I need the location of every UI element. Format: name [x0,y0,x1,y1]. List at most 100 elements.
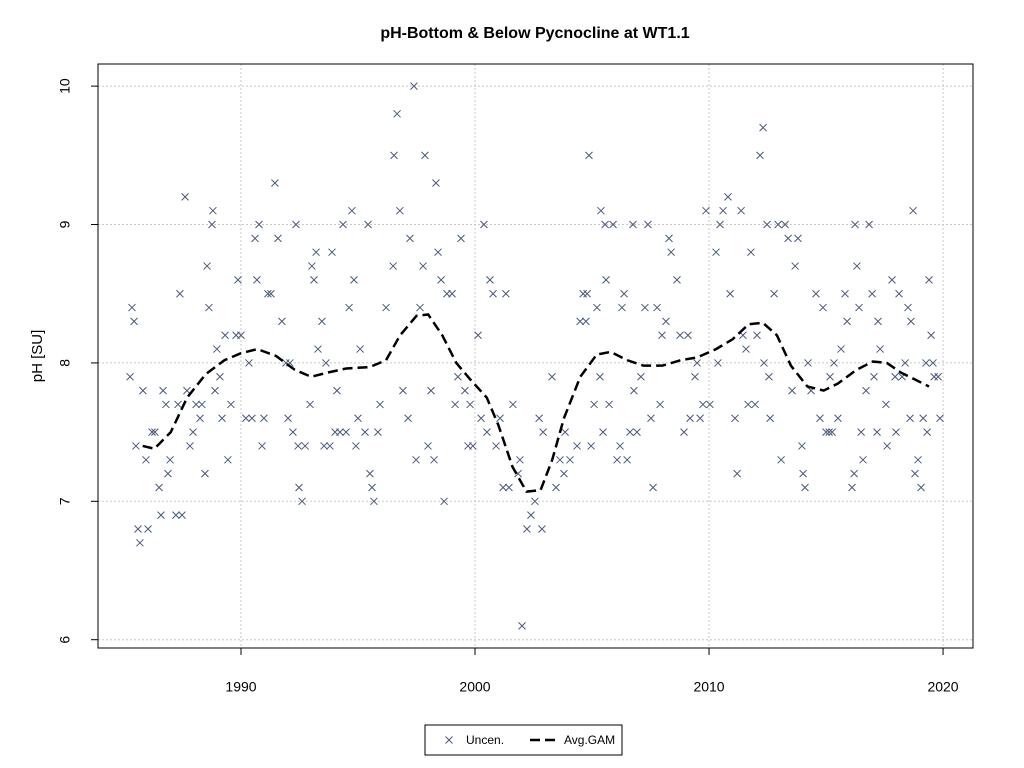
point [159,386,167,395]
point [765,372,773,381]
point [295,483,303,492]
point [766,414,774,423]
y-tick-label: 7 [57,497,73,505]
point [201,469,209,478]
point [747,248,755,257]
point [211,386,219,395]
point [828,428,836,436]
point [770,289,778,298]
point [593,303,601,312]
point [851,220,859,229]
point [306,400,314,409]
point [686,414,694,423]
point [895,289,903,298]
point [237,331,245,340]
point [693,359,701,367]
point [421,151,429,160]
point [731,414,739,423]
point [862,386,870,395]
point [130,317,138,326]
point [883,442,891,450]
point [857,428,865,436]
point [609,220,617,229]
point [399,386,407,395]
point [907,317,915,326]
point [370,497,378,506]
point [440,497,448,506]
point [322,359,330,367]
point [560,469,568,478]
point [294,442,302,450]
point [198,400,206,409]
point [356,345,364,353]
point [298,497,306,506]
point [205,303,213,312]
point [759,123,767,132]
point [242,414,250,423]
point [774,220,782,229]
point [505,483,513,492]
point [626,428,634,436]
point [404,414,412,423]
point [816,414,824,423]
gam-line [142,313,930,493]
point [203,262,211,270]
point [314,345,322,353]
point [706,400,714,409]
chart-title: pH-Bottom & Below Pycnocline at WT1.1 [380,25,689,42]
point [348,206,356,215]
point [579,289,587,298]
point [644,220,652,229]
legend-symbol [445,736,453,744]
point [873,428,881,436]
point [264,289,272,298]
point [308,262,316,270]
point [178,511,186,520]
point [364,220,372,229]
point [699,400,707,409]
point [271,179,279,187]
point [410,82,418,90]
point [691,372,699,381]
point [680,428,688,436]
point [376,400,384,409]
point [855,303,863,312]
point [825,428,833,436]
point [587,442,595,450]
point [192,400,200,409]
point [917,483,925,492]
point [326,442,334,450]
point [882,400,890,409]
point [760,359,768,367]
point [874,317,882,326]
point [870,372,878,381]
point [724,192,732,201]
point [737,206,745,215]
point [629,220,637,229]
point [527,511,535,520]
point [922,359,930,367]
point [676,331,684,340]
point [784,234,792,243]
point [164,469,172,478]
point [209,206,217,215]
point [936,414,944,423]
point [166,455,174,464]
point [830,359,838,367]
point [393,109,401,118]
y-axis-label: pH [SU] [29,330,46,383]
point [620,289,628,298]
point [292,220,300,229]
point [126,372,134,381]
point [342,428,350,436]
point [826,372,834,381]
point [716,220,724,229]
point [248,414,256,423]
point [278,317,286,326]
point [647,414,655,423]
point [234,276,242,284]
point [176,289,184,298]
point [673,276,681,284]
point [616,442,624,450]
point [142,455,150,464]
